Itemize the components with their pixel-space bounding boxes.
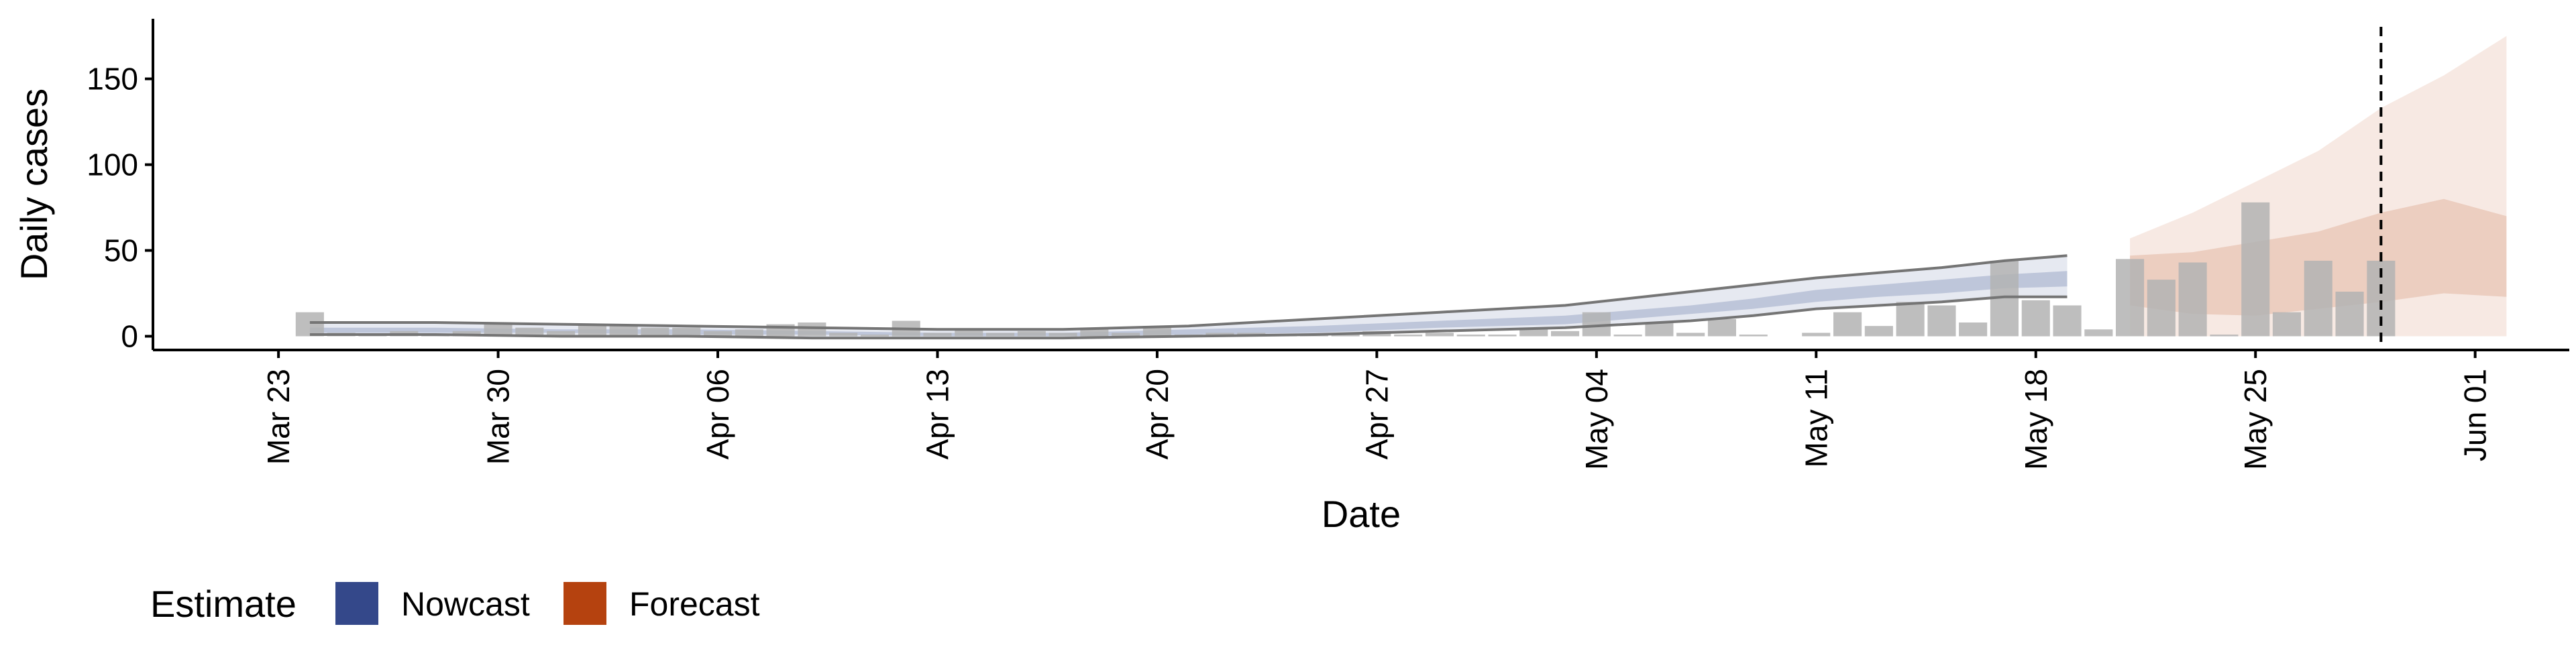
case-bar bbox=[578, 324, 606, 337]
x-tick-label: May 04 bbox=[1579, 369, 1614, 470]
x-tick-label: Apr 06 bbox=[700, 369, 735, 460]
y-tick-label: 150 bbox=[87, 62, 138, 97]
case-bar bbox=[1331, 335, 1360, 337]
case-bar bbox=[1112, 333, 1140, 337]
case-bar bbox=[1896, 302, 1925, 337]
case-bar bbox=[1613, 335, 1642, 337]
x-axis-title: Date bbox=[1322, 493, 1401, 535]
case-bar bbox=[1864, 326, 1893, 337]
case-bar bbox=[955, 329, 983, 337]
axes bbox=[152, 19, 2569, 351]
case-bar bbox=[2178, 262, 2207, 337]
case-bar bbox=[1739, 335, 1768, 337]
x-tick-label: Apr 20 bbox=[1140, 369, 1175, 460]
x-tick-label: Mar 23 bbox=[261, 369, 296, 465]
case-bar bbox=[1049, 333, 1077, 337]
nowcast-upper-line bbox=[309, 254, 2068, 331]
y-tick-label: 100 bbox=[87, 148, 138, 182]
nowcast-lower-line bbox=[309, 295, 2068, 340]
nowcast-outline-lines bbox=[309, 254, 2068, 340]
case-bar bbox=[829, 333, 858, 337]
estimate-bands bbox=[309, 36, 2507, 339]
case-bars bbox=[295, 202, 2396, 337]
case-bar bbox=[2084, 329, 2113, 337]
case-bar bbox=[2147, 280, 2176, 337]
case-bar bbox=[1394, 335, 1423, 337]
case-bar bbox=[1802, 333, 1831, 337]
case-bar bbox=[1927, 305, 1956, 337]
case-bar bbox=[1959, 322, 1988, 337]
x-tick-label: May 25 bbox=[2238, 369, 2273, 470]
x-tick-label: May 18 bbox=[2019, 369, 2053, 470]
case-bar bbox=[1456, 335, 1485, 337]
case-bar bbox=[2335, 292, 2364, 337]
case-bar bbox=[515, 327, 544, 337]
case-bar bbox=[2241, 202, 2270, 337]
case-bar bbox=[2021, 300, 2050, 337]
legend-label-nowcast: Nowcast bbox=[401, 585, 530, 623]
x-tick-label: Jun 01 bbox=[2458, 369, 2493, 461]
case-bar bbox=[484, 322, 513, 337]
case-bar bbox=[1645, 322, 1674, 337]
case-bar bbox=[2116, 259, 2145, 337]
case-bar bbox=[2304, 260, 2332, 337]
y-tick-label: 50 bbox=[104, 233, 138, 268]
x-tick-label: Mar 30 bbox=[481, 369, 516, 465]
case-bar bbox=[1142, 326, 1171, 337]
case-bar bbox=[2210, 335, 2239, 337]
case-bar bbox=[1488, 335, 1517, 337]
case-bar bbox=[735, 329, 763, 337]
legend-key-nowcast bbox=[335, 582, 378, 625]
case-bar bbox=[641, 327, 669, 337]
case-bar bbox=[295, 312, 324, 337]
forecast-inner-band bbox=[2130, 198, 2507, 316]
case-bar bbox=[2272, 312, 2301, 337]
legend-title: Estimate bbox=[150, 583, 297, 625]
case-bar bbox=[923, 333, 952, 337]
case-bar bbox=[672, 327, 701, 337]
legend: Estimate Nowcast Forecast bbox=[150, 582, 760, 625]
legend-key-forecast bbox=[564, 582, 606, 625]
forecast-outer-band bbox=[2130, 36, 2507, 337]
case-bar bbox=[704, 331, 733, 337]
case-bar bbox=[2053, 305, 2082, 337]
case-bar bbox=[986, 333, 1015, 337]
x-tick-label: May 11 bbox=[1799, 369, 1833, 467]
case-bar bbox=[1017, 331, 1046, 337]
case-bar bbox=[1707, 318, 1736, 337]
case-bar bbox=[547, 331, 576, 337]
case-bar bbox=[609, 326, 638, 337]
case-bar bbox=[1551, 331, 1580, 337]
x-tick-label: Apr 27 bbox=[1359, 369, 1394, 460]
case-bar bbox=[1676, 333, 1705, 337]
legend-label-forecast: Forecast bbox=[629, 585, 760, 623]
y-tick-label: 0 bbox=[121, 319, 138, 354]
nowcast-outer-band bbox=[309, 255, 2068, 339]
y-axis-ticks: 0 50 100 150 bbox=[87, 62, 153, 354]
case-bar bbox=[1833, 312, 1862, 337]
case-bar bbox=[860, 335, 889, 337]
x-tick-label: Apr 13 bbox=[920, 369, 955, 460]
x-axis-ticks: Mar 23 Mar 30 Apr 06 Apr 13 Apr 20 Apr 27 May … bbox=[261, 350, 2493, 470]
case-bar bbox=[1425, 333, 1454, 337]
y-axis-title: Daily cases bbox=[13, 89, 55, 280]
case-bar bbox=[798, 322, 826, 337]
